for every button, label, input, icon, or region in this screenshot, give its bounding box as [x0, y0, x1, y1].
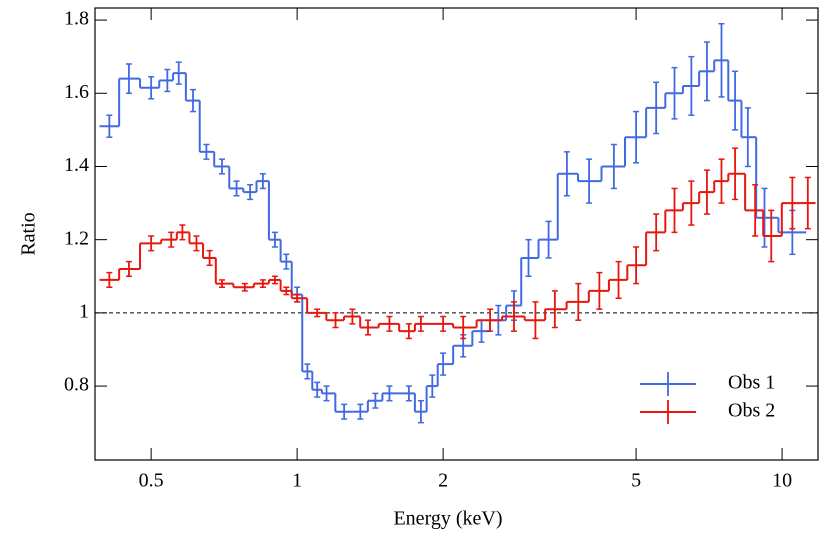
- x-axis-label: Energy (keV): [393, 508, 502, 530]
- plot-frame: [94, 7, 819, 461]
- legend-label: Obs 1: [728, 372, 775, 394]
- x-tick-label: 5: [631, 470, 641, 492]
- y-tick-label: 1: [79, 300, 89, 322]
- y-tick-label: 1.8: [64, 8, 89, 30]
- y-tick-label: 1.6: [64, 81, 89, 103]
- y-tick-label: 1.4: [64, 154, 89, 176]
- x-tick-label: 2: [438, 470, 448, 492]
- legend-label: Obs 2: [728, 400, 775, 422]
- x-tick-label: 10: [772, 470, 792, 492]
- y-tick-label: 1.2: [64, 227, 89, 249]
- y-tick-label: 0.8: [64, 374, 89, 396]
- x-tick-label: 0.5: [139, 470, 164, 492]
- x-tick-label: 1: [292, 470, 302, 492]
- y-axis-label: Ratio: [18, 212, 40, 255]
